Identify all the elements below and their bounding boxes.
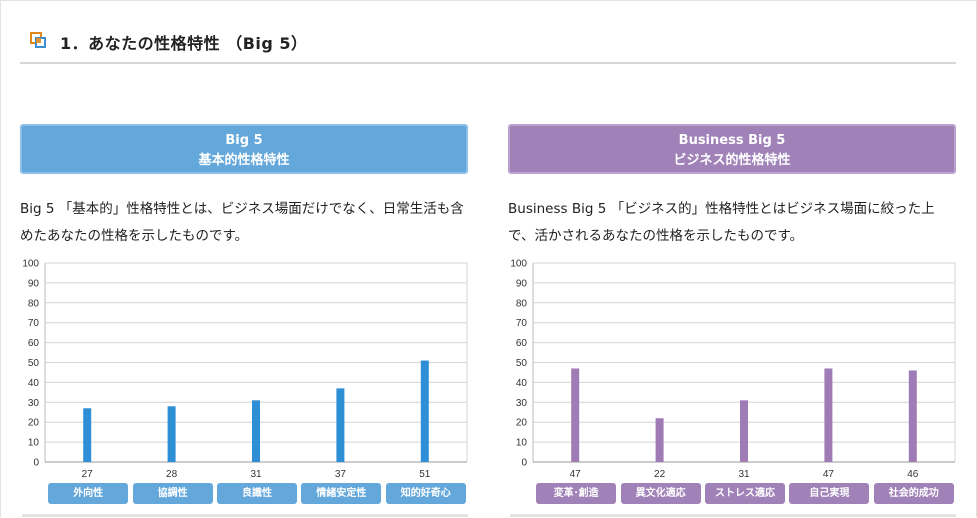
business-big5-description: Business Big 5 「ビジネス的」性格特性とはビジネス場面に絞った上で… bbox=[508, 201, 935, 244]
y-tick-label: 20 bbox=[516, 418, 528, 429]
bar-value-label: 51 bbox=[419, 469, 431, 480]
bar bbox=[336, 388, 345, 462]
business-big5-banner-subtitle: ビジネス的性格特性 bbox=[673, 153, 791, 168]
big5-panel: Big 5 基本的性格特性 Big 5 「基本的」性格特性とは、ビジネス場面だけ… bbox=[20, 124, 468, 250]
bar bbox=[571, 368, 580, 462]
bar bbox=[824, 368, 833, 462]
category-label: 異文化適応 bbox=[620, 483, 701, 504]
bar-value-label: 27 bbox=[82, 469, 94, 480]
category-label: 良識性 bbox=[217, 483, 297, 504]
big5-banner-title: Big 5 bbox=[225, 133, 263, 148]
bar bbox=[83, 408, 92, 462]
divider bbox=[510, 514, 956, 517]
big5-description: Big 5 「基本的」性格特性とは、ビジネス場面だけでなく、日常生活も含めたあな… bbox=[20, 201, 464, 244]
y-tick-label: 90 bbox=[516, 278, 528, 289]
divider bbox=[22, 514, 468, 517]
category-label: 社会的成功 bbox=[873, 483, 954, 504]
y-tick-label: 30 bbox=[28, 398, 40, 409]
big5-chart: 0 10 20 30 40 50 60 70 80 90 100 27 28 31 37 51 外向性 協調性良… bbox=[8, 255, 468, 517]
bar-value-label: 47 bbox=[570, 469, 582, 480]
category-label: 変革･創造 bbox=[536, 483, 617, 504]
category-label: 協調性 bbox=[132, 483, 213, 504]
bar-value-label: 37 bbox=[335, 469, 347, 480]
section-title: 1．あなたの性格特性 （Big 5） bbox=[60, 34, 308, 53]
y-tick-label: 80 bbox=[516, 298, 528, 309]
square-stack-icon bbox=[30, 32, 46, 48]
y-tick-label: 70 bbox=[28, 318, 40, 329]
bar bbox=[740, 400, 748, 462]
y-tick-label: 40 bbox=[516, 378, 528, 389]
y-tick-label: 50 bbox=[28, 358, 40, 369]
business-big5-banner-title: Business Big 5 bbox=[678, 133, 786, 148]
category-label: ストレス適応 bbox=[705, 483, 785, 504]
business-big5-panel: Business Big 5 ビジネス的性格特性 Business Big 5 … bbox=[508, 124, 956, 250]
y-tick-label: 30 bbox=[516, 398, 528, 409]
y-tick-label: 0 bbox=[33, 458, 39, 469]
category-label: 外向性 bbox=[48, 483, 129, 504]
business-big5-banner: Business Big 5 ビジネス的性格特性 bbox=[508, 124, 956, 174]
y-tick-label: 90 bbox=[28, 278, 40, 289]
bar bbox=[655, 418, 664, 462]
bar bbox=[167, 406, 176, 462]
y-tick-label: 100 bbox=[510, 259, 527, 270]
bar bbox=[420, 360, 429, 462]
category-label: 知的好奇心 bbox=[385, 483, 466, 504]
bar-value-label: 22 bbox=[654, 469, 666, 480]
y-tick-label: 10 bbox=[28, 438, 40, 449]
bar-value-label: 47 bbox=[823, 469, 835, 480]
section-header: 1．あなたの性格特性 （Big 5） bbox=[20, 28, 956, 64]
big5-chart-svg: 0 10 20 30 40 50 60 70 80 90 100 27 28 31 37 51 bbox=[22, 259, 468, 480]
category-label: 自己実現 bbox=[789, 483, 870, 504]
bar bbox=[252, 400, 260, 462]
y-tick-label: 50 bbox=[516, 358, 528, 369]
business-big5-chart-svg: 0 10 20 30 40 50 60 70 80 90 100 47 22 31 47 46 bbox=[510, 259, 956, 480]
big5-banner-subtitle: 基本的性格特性 bbox=[198, 153, 290, 168]
business-big5-chart: 0 10 20 30 40 50 60 70 80 90 100 47 22 31 47 46 変革･創造 異文… bbox=[496, 255, 956, 517]
y-tick-label: 20 bbox=[28, 418, 40, 429]
y-tick-label: 10 bbox=[516, 438, 528, 449]
y-tick-label: 0 bbox=[521, 458, 527, 469]
bar bbox=[908, 370, 917, 462]
big5-banner: Big 5 基本的性格特性 bbox=[20, 124, 468, 174]
y-tick-label: 100 bbox=[22, 259, 39, 270]
bar-value-label: 28 bbox=[166, 469, 178, 480]
business-big5-category-labels: 変革･創造 異文化適応 ストレス適応 自己実現 社会的成功 bbox=[534, 483, 955, 505]
y-tick-label: 80 bbox=[28, 298, 40, 309]
y-tick-label: 60 bbox=[28, 338, 40, 349]
bar-value-label: 46 bbox=[907, 469, 919, 480]
bar-value-label: 31 bbox=[250, 469, 262, 480]
big5-category-labels: 外向性 協調性 良識性 情緒安定性 知的好奇心 bbox=[46, 483, 467, 505]
y-tick-label: 40 bbox=[28, 378, 40, 389]
y-tick-label: 60 bbox=[516, 338, 528, 349]
bar-value-label: 31 bbox=[738, 469, 750, 480]
y-tick-label: 70 bbox=[516, 318, 528, 329]
category-label: 情緒安定性 bbox=[301, 483, 382, 504]
